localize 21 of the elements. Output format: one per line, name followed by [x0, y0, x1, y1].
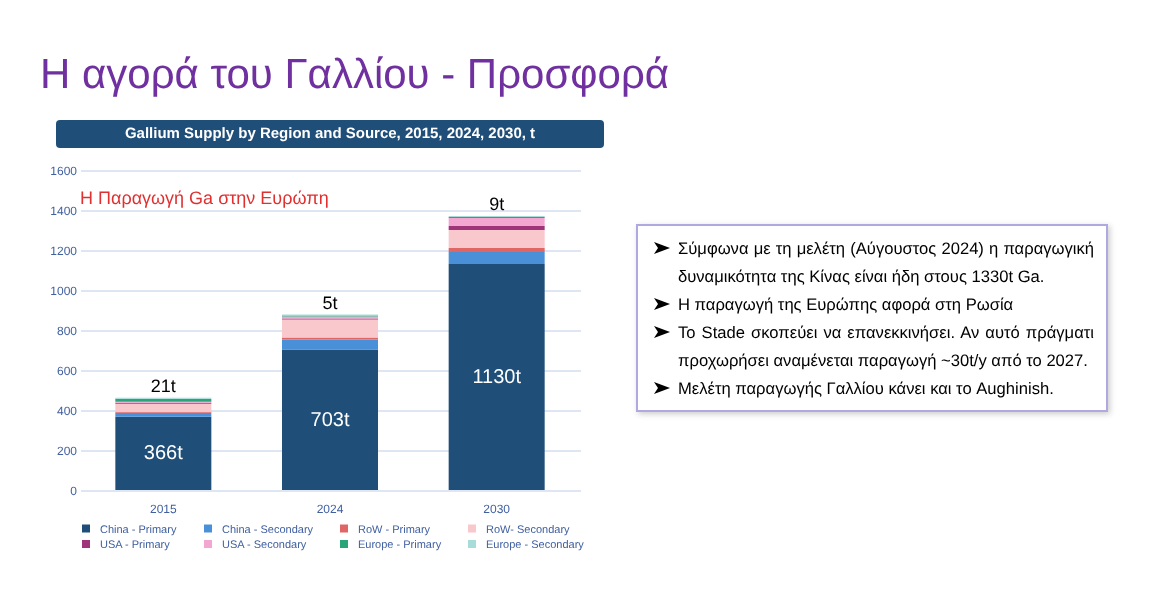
chart-title: Η αγορά του Γαλλίου - Προσφορά: [40, 52, 670, 100]
bar: [448, 252, 545, 264]
annotation: 5t: [322, 293, 339, 314]
bar: [282, 319, 378, 338]
bar: [282, 349, 378, 490]
data-label: 703t: [310, 409, 350, 432]
bar: [115, 403, 212, 412]
bar: [448, 230, 545, 248]
bar: [448, 264, 545, 490]
bar: [448, 218, 545, 226]
annotation: 21t: [150, 376, 177, 396]
text: Το Stade σκοπεύει να επανεκκινήσει. Αν αυτό πράγματι προχωρήσει αναμένεται παραγωγή ~30t/y από το 2027.: [678, 320, 1094, 374]
text: Μελέτη παραγωγής Γαλλίου κάνει και το Aughinish.: [678, 376, 1056, 402]
text: Η παραγωγή της Ευρώπης αφορά στη Ρωσία: [678, 292, 1016, 318]
data-label: 1130t: [472, 367, 522, 389]
data-label: 366t: [143, 443, 184, 466]
annotation: 9t: [489, 193, 506, 214]
bar: [282, 339, 378, 350]
bar: [115, 416, 212, 490]
annotation: Η Παραγωγή Ga στην Ευρώπη: [80, 188, 329, 208]
text: Σύμφωνα με τη μελέτη (Αύγουστος 2024) η παραγωγική δυναμικότητα της Κίνας είναι ήδη στους 1330t Ga.: [678, 236, 1094, 290]
